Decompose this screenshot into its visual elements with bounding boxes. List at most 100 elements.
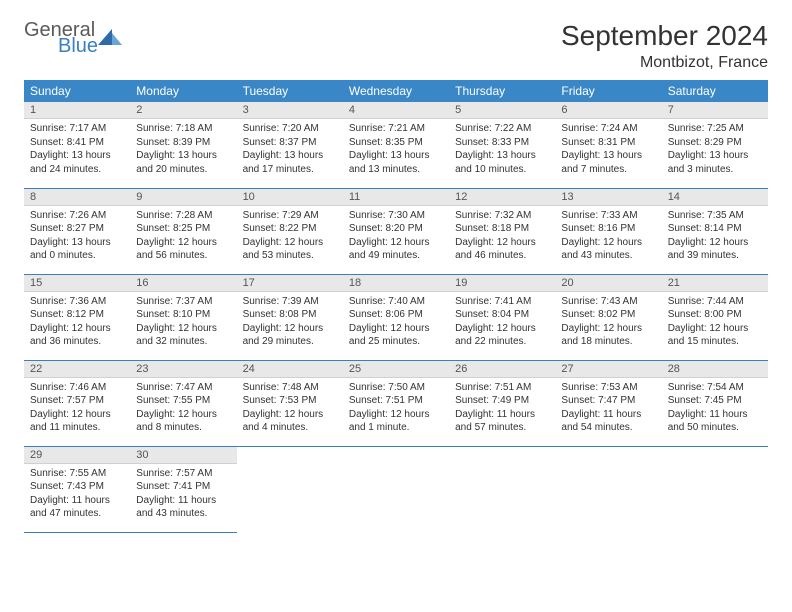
day-number: 7 xyxy=(662,102,768,119)
day-content: Sunrise: 7:33 AMSunset: 8:16 PMDaylight:… xyxy=(555,206,661,266)
day-number: 29 xyxy=(24,447,130,464)
day-number: 12 xyxy=(449,189,555,206)
day-number: 18 xyxy=(343,275,449,292)
day-number: 15 xyxy=(24,275,130,292)
day-content: Sunrise: 7:17 AMSunset: 8:41 PMDaylight:… xyxy=(24,119,130,179)
day-number: 3 xyxy=(237,102,343,119)
calendar-table: Sunday Monday Tuesday Wednesday Thursday… xyxy=(24,80,768,533)
location-label: Montbizot, France xyxy=(561,54,768,72)
day-cell xyxy=(555,446,661,532)
day-content: Sunrise: 7:22 AMSunset: 8:33 PMDaylight:… xyxy=(449,119,555,179)
day-number: 30 xyxy=(130,447,236,464)
day-cell: 28Sunrise: 7:54 AMSunset: 7:45 PMDayligh… xyxy=(662,360,768,446)
day-cell: 20Sunrise: 7:43 AMSunset: 8:02 PMDayligh… xyxy=(555,274,661,360)
day-cell: 17Sunrise: 7:39 AMSunset: 8:08 PMDayligh… xyxy=(237,274,343,360)
title-block: September 2024 Montbizot, France xyxy=(561,20,768,72)
day-content: Sunrise: 7:35 AMSunset: 8:14 PMDaylight:… xyxy=(662,206,768,266)
calendar-week-row: 22Sunrise: 7:46 AMSunset: 7:57 PMDayligh… xyxy=(24,360,768,446)
day-number: 20 xyxy=(555,275,661,292)
day-cell xyxy=(343,446,449,532)
month-title: September 2024 xyxy=(561,20,768,52)
day-cell: 4Sunrise: 7:21 AMSunset: 8:35 PMDaylight… xyxy=(343,102,449,188)
day-content: Sunrise: 7:51 AMSunset: 7:49 PMDaylight:… xyxy=(449,378,555,438)
day-cell: 5Sunrise: 7:22 AMSunset: 8:33 PMDaylight… xyxy=(449,102,555,188)
day-cell: 15Sunrise: 7:36 AMSunset: 8:12 PMDayligh… xyxy=(24,274,130,360)
day-number: 16 xyxy=(130,275,236,292)
day-number: 28 xyxy=(662,361,768,378)
day-number: 24 xyxy=(237,361,343,378)
weekday-header: Saturday xyxy=(662,80,768,102)
day-content: Sunrise: 7:54 AMSunset: 7:45 PMDaylight:… xyxy=(662,378,768,438)
day-number: 2 xyxy=(130,102,236,119)
calendar-page: General Blue September 2024 Montbizot, F… xyxy=(0,0,792,553)
day-cell: 19Sunrise: 7:41 AMSunset: 8:04 PMDayligh… xyxy=(449,274,555,360)
day-content: Sunrise: 7:53 AMSunset: 7:47 PMDaylight:… xyxy=(555,378,661,438)
day-cell: 26Sunrise: 7:51 AMSunset: 7:49 PMDayligh… xyxy=(449,360,555,446)
day-cell xyxy=(662,446,768,532)
weekday-header: Monday xyxy=(130,80,236,102)
weekday-header: Tuesday xyxy=(237,80,343,102)
day-cell: 2Sunrise: 7:18 AMSunset: 8:39 PMDaylight… xyxy=(130,102,236,188)
day-content: Sunrise: 7:24 AMSunset: 8:31 PMDaylight:… xyxy=(555,119,661,179)
day-content: Sunrise: 7:37 AMSunset: 8:10 PMDaylight:… xyxy=(130,292,236,352)
day-content: Sunrise: 7:47 AMSunset: 7:55 PMDaylight:… xyxy=(130,378,236,438)
weekday-header: Thursday xyxy=(449,80,555,102)
day-cell: 1Sunrise: 7:17 AMSunset: 8:41 PMDaylight… xyxy=(24,102,130,188)
day-content: Sunrise: 7:28 AMSunset: 8:25 PMDaylight:… xyxy=(130,206,236,266)
day-number: 23 xyxy=(130,361,236,378)
day-number: 21 xyxy=(662,275,768,292)
day-cell: 18Sunrise: 7:40 AMSunset: 8:06 PMDayligh… xyxy=(343,274,449,360)
day-number: 8 xyxy=(24,189,130,206)
day-cell: 8Sunrise: 7:26 AMSunset: 8:27 PMDaylight… xyxy=(24,188,130,274)
day-cell: 11Sunrise: 7:30 AMSunset: 8:20 PMDayligh… xyxy=(343,188,449,274)
day-cell: 3Sunrise: 7:20 AMSunset: 8:37 PMDaylight… xyxy=(237,102,343,188)
weekday-header: Friday xyxy=(555,80,661,102)
day-cell: 9Sunrise: 7:28 AMSunset: 8:25 PMDaylight… xyxy=(130,188,236,274)
day-content: Sunrise: 7:21 AMSunset: 8:35 PMDaylight:… xyxy=(343,119,449,179)
calendar-week-row: 15Sunrise: 7:36 AMSunset: 8:12 PMDayligh… xyxy=(24,274,768,360)
day-cell: 25Sunrise: 7:50 AMSunset: 7:51 PMDayligh… xyxy=(343,360,449,446)
day-content: Sunrise: 7:25 AMSunset: 8:29 PMDaylight:… xyxy=(662,119,768,179)
day-cell: 27Sunrise: 7:53 AMSunset: 7:47 PMDayligh… xyxy=(555,360,661,446)
calendar-body: 1Sunrise: 7:17 AMSunset: 8:41 PMDaylight… xyxy=(24,102,768,532)
header: General Blue September 2024 Montbizot, F… xyxy=(24,20,768,72)
logo-word-blue: Blue xyxy=(58,36,98,56)
logo-text: General Blue xyxy=(24,20,98,56)
day-number: 26 xyxy=(449,361,555,378)
day-content: Sunrise: 7:39 AMSunset: 8:08 PMDaylight:… xyxy=(237,292,343,352)
day-content: Sunrise: 7:26 AMSunset: 8:27 PMDaylight:… xyxy=(24,206,130,266)
day-number: 27 xyxy=(555,361,661,378)
day-cell: 30Sunrise: 7:57 AMSunset: 7:41 PMDayligh… xyxy=(130,446,236,532)
day-number: 17 xyxy=(237,275,343,292)
day-content: Sunrise: 7:44 AMSunset: 8:00 PMDaylight:… xyxy=(662,292,768,352)
day-cell: 14Sunrise: 7:35 AMSunset: 8:14 PMDayligh… xyxy=(662,188,768,274)
day-number: 11 xyxy=(343,189,449,206)
calendar-week-row: 8Sunrise: 7:26 AMSunset: 8:27 PMDaylight… xyxy=(24,188,768,274)
day-content: Sunrise: 7:20 AMSunset: 8:37 PMDaylight:… xyxy=(237,119,343,179)
day-cell: 24Sunrise: 7:48 AMSunset: 7:53 PMDayligh… xyxy=(237,360,343,446)
day-number: 10 xyxy=(237,189,343,206)
day-cell: 10Sunrise: 7:29 AMSunset: 8:22 PMDayligh… xyxy=(237,188,343,274)
day-number: 25 xyxy=(343,361,449,378)
calendar-week-row: 1Sunrise: 7:17 AMSunset: 8:41 PMDaylight… xyxy=(24,102,768,188)
day-number: 14 xyxy=(662,189,768,206)
day-cell: 16Sunrise: 7:37 AMSunset: 8:10 PMDayligh… xyxy=(130,274,236,360)
day-cell: 23Sunrise: 7:47 AMSunset: 7:55 PMDayligh… xyxy=(130,360,236,446)
day-content: Sunrise: 7:41 AMSunset: 8:04 PMDaylight:… xyxy=(449,292,555,352)
day-cell: 29Sunrise: 7:55 AMSunset: 7:43 PMDayligh… xyxy=(24,446,130,532)
day-content: Sunrise: 7:29 AMSunset: 8:22 PMDaylight:… xyxy=(237,206,343,266)
day-cell: 6Sunrise: 7:24 AMSunset: 8:31 PMDaylight… xyxy=(555,102,661,188)
day-content: Sunrise: 7:18 AMSunset: 8:39 PMDaylight:… xyxy=(130,119,236,179)
logo-triangle-icon xyxy=(98,27,124,47)
day-content: Sunrise: 7:48 AMSunset: 7:53 PMDaylight:… xyxy=(237,378,343,438)
day-cell: 21Sunrise: 7:44 AMSunset: 8:00 PMDayligh… xyxy=(662,274,768,360)
day-content: Sunrise: 7:55 AMSunset: 7:43 PMDaylight:… xyxy=(24,464,130,524)
day-content: Sunrise: 7:57 AMSunset: 7:41 PMDaylight:… xyxy=(130,464,236,524)
day-number: 19 xyxy=(449,275,555,292)
day-content: Sunrise: 7:30 AMSunset: 8:20 PMDaylight:… xyxy=(343,206,449,266)
day-content: Sunrise: 7:43 AMSunset: 8:02 PMDaylight:… xyxy=(555,292,661,352)
day-cell: 12Sunrise: 7:32 AMSunset: 8:18 PMDayligh… xyxy=(449,188,555,274)
logo: General Blue xyxy=(24,20,124,56)
day-number: 9 xyxy=(130,189,236,206)
day-number: 6 xyxy=(555,102,661,119)
